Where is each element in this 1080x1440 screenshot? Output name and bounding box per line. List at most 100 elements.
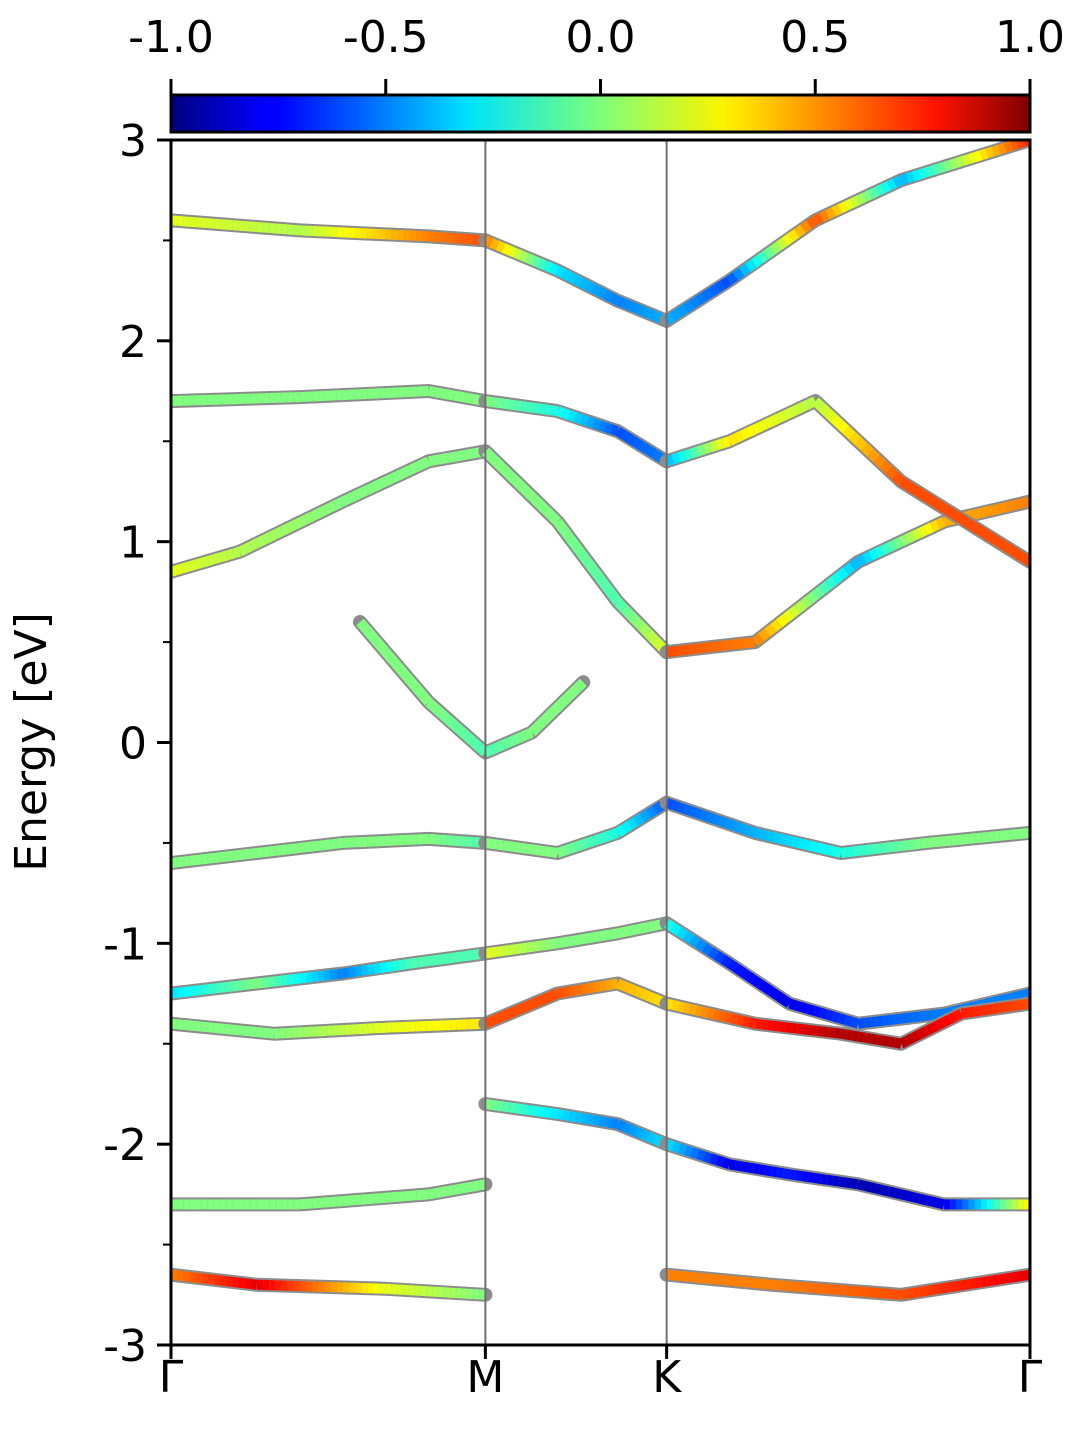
band-series bbox=[478, 976, 674, 1031]
band-segment bbox=[949, 1281, 958, 1293]
band-segment bbox=[305, 841, 313, 853]
band-segment bbox=[766, 830, 775, 843]
band-segment bbox=[568, 935, 577, 947]
band-segment bbox=[991, 144, 1001, 157]
band-segment bbox=[742, 637, 750, 649]
band-segment bbox=[598, 832, 608, 844]
band-segment bbox=[647, 920, 656, 932]
band-segment bbox=[450, 720, 464, 734]
band-segment bbox=[888, 1036, 896, 1048]
high-symmetry-lines bbox=[484, 140, 668, 1345]
band-segment bbox=[833, 1284, 841, 1295]
band-segment bbox=[845, 1285, 853, 1296]
band-segment bbox=[268, 845, 276, 857]
band-segment bbox=[858, 845, 867, 856]
band-segment bbox=[207, 218, 215, 229]
band-segment bbox=[381, 647, 396, 662]
band-segment bbox=[943, 1282, 952, 1294]
band-segment bbox=[514, 842, 523, 853]
band-segment bbox=[495, 740, 505, 753]
band-segment bbox=[256, 222, 264, 233]
band-segment bbox=[231, 220, 239, 231]
band-segment bbox=[213, 982, 221, 994]
band-segment bbox=[537, 993, 548, 1006]
band-segment bbox=[323, 1197, 331, 1208]
band-segment bbox=[881, 1185, 891, 1197]
band-segment bbox=[525, 253, 536, 266]
band-segment bbox=[543, 991, 554, 1004]
band-segment bbox=[846, 1029, 854, 1041]
band-segment bbox=[730, 639, 738, 650]
band-segment bbox=[366, 1193, 374, 1205]
band-segment bbox=[604, 929, 613, 941]
band-segment bbox=[757, 419, 769, 432]
band-segment bbox=[797, 1023, 805, 1035]
band-segment bbox=[571, 542, 586, 557]
band-segment bbox=[730, 1013, 739, 1025]
band-segment bbox=[501, 1008, 512, 1021]
band-segment bbox=[696, 444, 706, 457]
band-segment bbox=[610, 928, 619, 940]
band-segment bbox=[695, 292, 708, 305]
band-segment bbox=[665, 1139, 675, 1151]
band-segment bbox=[437, 709, 451, 723]
band-segment bbox=[188, 559, 198, 572]
band-segment bbox=[483, 235, 494, 248]
band-segment bbox=[293, 224, 301, 236]
band-segment bbox=[695, 643, 703, 654]
band-segment bbox=[592, 981, 601, 993]
band-segment bbox=[800, 220, 812, 233]
band-segment bbox=[601, 582, 616, 597]
band-segment bbox=[434, 834, 442, 845]
band-segment bbox=[953, 511, 966, 524]
band-segment bbox=[820, 1283, 828, 1295]
band-segment bbox=[998, 994, 1007, 1006]
band-segment bbox=[532, 402, 541, 414]
band-segment bbox=[760, 829, 769, 841]
band-segment bbox=[483, 1016, 494, 1029]
band-segment bbox=[944, 835, 952, 847]
band-segment bbox=[368, 633, 383, 648]
band-segment bbox=[992, 503, 1001, 515]
band-segment bbox=[317, 840, 325, 851]
band-segment bbox=[646, 1131, 657, 1144]
band-segment bbox=[701, 288, 714, 301]
band-segment bbox=[604, 1117, 613, 1129]
band-segment bbox=[652, 1134, 663, 1147]
band-segment bbox=[298, 514, 309, 527]
band-segment bbox=[471, 1180, 481, 1192]
band-segment bbox=[727, 433, 738, 446]
band-segment bbox=[910, 1030, 922, 1043]
band-segment bbox=[408, 462, 419, 475]
band-segment bbox=[732, 963, 745, 976]
band-segment bbox=[814, 1283, 822, 1294]
band-segment bbox=[707, 1273, 715, 1285]
bands-layer bbox=[171, 140, 1030, 1302]
band-segment bbox=[551, 701, 564, 714]
band-segment bbox=[556, 937, 565, 949]
band-segment bbox=[609, 293, 620, 306]
band-segment bbox=[942, 160, 952, 172]
y-tick-label: 3 bbox=[119, 116, 147, 167]
band-segment bbox=[892, 537, 904, 550]
band-segment bbox=[607, 590, 622, 605]
band-segment bbox=[824, 408, 838, 422]
band-segment bbox=[610, 424, 620, 436]
band-segment bbox=[237, 544, 248, 557]
band-segment bbox=[672, 1270, 679, 1281]
band-segment bbox=[663, 919, 676, 932]
band-segment bbox=[194, 854, 203, 866]
band-segment bbox=[899, 173, 909, 185]
band-series bbox=[171, 831, 493, 870]
band-segment bbox=[453, 390, 462, 402]
band-segment bbox=[244, 1278, 252, 1289]
band-segment bbox=[751, 255, 763, 268]
band-segment bbox=[800, 595, 813, 609]
band-segment bbox=[757, 250, 770, 264]
band-segment bbox=[262, 222, 270, 233]
band-segment bbox=[201, 1273, 209, 1284]
band-segment bbox=[736, 1276, 744, 1287]
band-segment bbox=[850, 195, 861, 208]
band-segment bbox=[706, 812, 716, 824]
band-segment bbox=[213, 552, 223, 564]
